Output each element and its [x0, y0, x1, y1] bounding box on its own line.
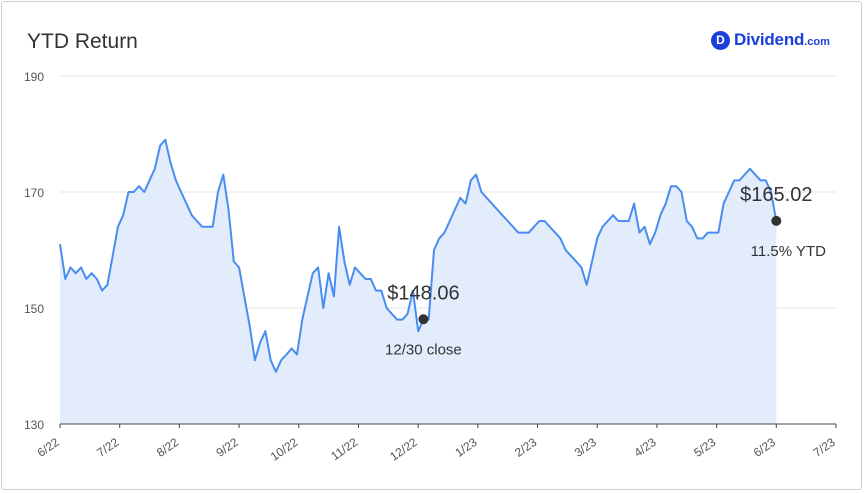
series-area [60, 139, 777, 425]
x-tick-label: 8/22 [154, 435, 181, 460]
y-tick-label: 190 [24, 70, 44, 84]
dividend-logo-icon: D [711, 30, 730, 50]
y-tick-label: 170 [24, 186, 44, 200]
brand-logo[interactable]: D Dividend .com [711, 30, 830, 50]
x-tick-label: 7/22 [94, 435, 121, 460]
x-tick-label: 1/23 [452, 435, 479, 460]
annotations: $148.06 12/30 close $165.02 11.5% YTD [385, 184, 826, 358]
annotation-price: $165.02 [740, 184, 812, 206]
brand-tld: .com [804, 36, 830, 48]
x-tick-label: 6/23 [751, 435, 778, 460]
x-tick-label: 7/23 [811, 435, 838, 460]
price-line [59, 138, 778, 373]
y-tick-label: 150 [24, 302, 44, 316]
area-fill [60, 139, 777, 425]
x-tick-label: 2/23 [512, 435, 539, 460]
x-tick-label: 3/23 [572, 435, 599, 460]
brand-name: Dividend [734, 30, 805, 49]
chart-title: YTD Return [27, 30, 138, 53]
annotation-price: $148.06 [387, 282, 459, 304]
x-tick-label: 4/23 [631, 435, 658, 460]
x-tick-label: 5/23 [691, 435, 718, 460]
annotation-point [418, 314, 429, 325]
x-tick-label: 9/22 [214, 435, 241, 460]
x-tick-label: 6/22 [35, 435, 62, 460]
annotation-sublabel: 12/30 close [385, 341, 462, 358]
y-tick-label: 130 [24, 418, 44, 432]
annotation-sublabel: 11.5% YTD [751, 243, 826, 260]
x-tick-label: 11/22 [328, 435, 360, 463]
annotation-point [771, 215, 782, 226]
x-tick-label: 10/22 [268, 435, 301, 464]
series-line [59, 138, 778, 373]
x-tick-label: 12/22 [387, 435, 420, 464]
